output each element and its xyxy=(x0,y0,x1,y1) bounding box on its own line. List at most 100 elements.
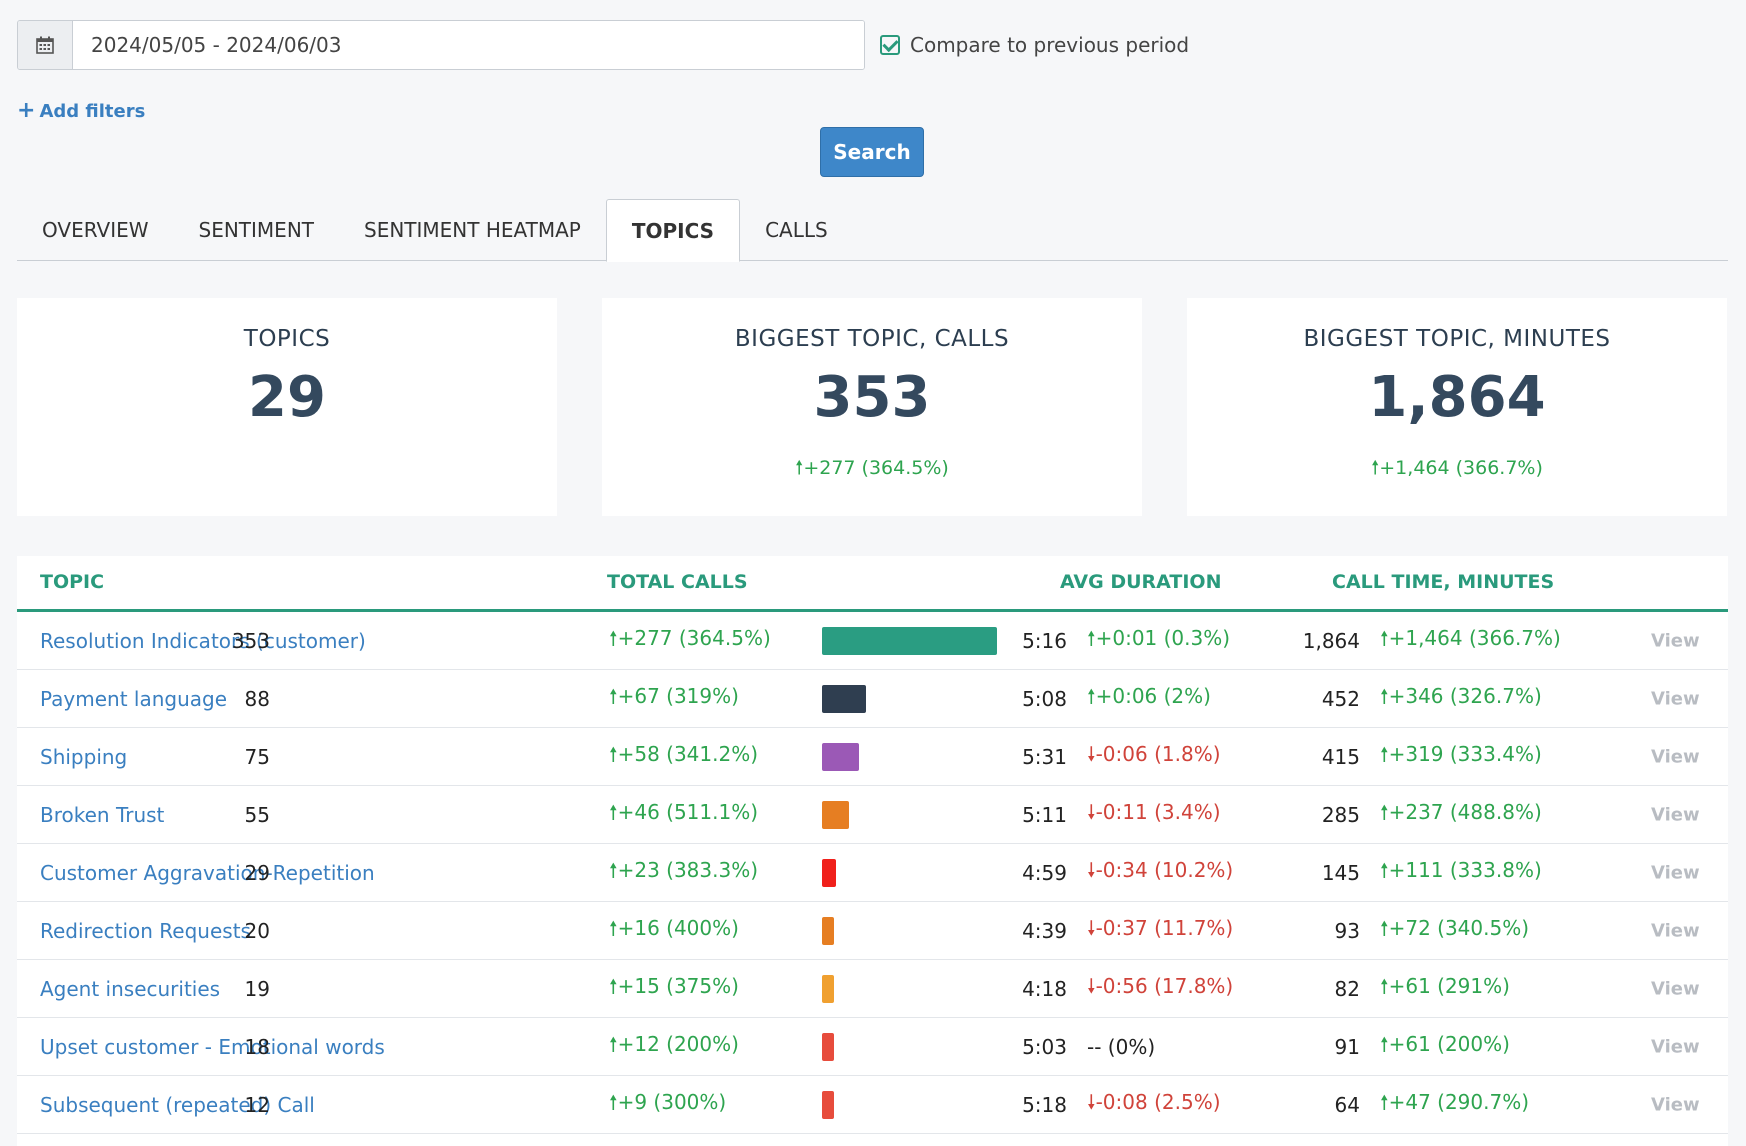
minutes-delta-text: +1,464 (366.7%) xyxy=(1388,625,1561,650)
tab-calls[interactable]: CALLS xyxy=(765,218,828,242)
call-minutes: 415 xyxy=(1321,744,1360,769)
arrow-up-icon: 🠕 xyxy=(609,1089,618,1114)
topic-link[interactable]: Shipping xyxy=(40,744,128,769)
table-row: Customer Aggravation-Repetition 29 🠕+23 (3… xyxy=(17,844,1728,902)
minutes-delta: 🠕+346 (326.7%) xyxy=(1380,682,1542,716)
arrow-up-icon: 🠕 xyxy=(609,625,618,650)
arrow-up-icon: 🠕 xyxy=(1380,799,1389,824)
topic-link[interactable]: Redirection Requests xyxy=(40,918,251,943)
add-filters-link[interactable]: + Add filters xyxy=(17,100,145,122)
duration-delta: 🠗-0:11 (3.4%) xyxy=(1087,798,1221,832)
call-minutes: 452 xyxy=(1321,686,1360,711)
filter-bar: Compare to previous period xyxy=(17,20,1189,70)
topic-link[interactable]: Resolution Indicators (customer) xyxy=(40,628,366,653)
plus-icon: + xyxy=(17,98,36,123)
topics-card: TOPICS 29 xyxy=(17,298,557,516)
header-call-time[interactable]: CALL TIME, MINUTES xyxy=(1332,571,1555,593)
arrow-up-icon: 🠕 xyxy=(609,857,618,882)
total-calls: 12 xyxy=(244,1092,270,1117)
duration-delta: 🠕+0:06 (2%) xyxy=(1087,682,1211,716)
calls-bar xyxy=(822,742,859,771)
avg-duration: 5:08 xyxy=(1022,686,1067,711)
biggest-topic-minutes-card: BIGGEST TOPIC, MINUTES 1,864 🠕+1,464 (36… xyxy=(1187,298,1727,516)
tab-topics[interactable]: TOPICS xyxy=(605,199,741,262)
view-link[interactable]: View xyxy=(1651,1036,1700,1057)
arrow-down-icon: 🠗 xyxy=(1087,799,1096,824)
minutes-delta-text: +237 (488.8%) xyxy=(1388,799,1542,824)
avg-duration: 5:18 xyxy=(1022,1092,1067,1117)
minutes-delta-text: +61 (200%) xyxy=(1388,1031,1510,1056)
header-topic[interactable]: TOPIC xyxy=(40,571,105,593)
calls-delta: 🠕+46 (511.1%) xyxy=(609,798,758,832)
header-avg-duration[interactable]: AVG DURATION xyxy=(1060,571,1222,593)
topic-link[interactable]: Agent insecurities xyxy=(40,976,221,1001)
view-link[interactable]: View xyxy=(1651,1094,1700,1115)
date-range-input[interactable] xyxy=(73,21,864,69)
total-calls: 88 xyxy=(244,686,270,711)
card-delta: 🠕+1,464 (366.7%) xyxy=(1187,454,1727,486)
arrow-up-icon: 🠕 xyxy=(609,683,618,708)
calendar-button[interactable] xyxy=(18,21,73,69)
duration-delta: 🠗-0:08 (2.5%) xyxy=(1087,1088,1221,1122)
minutes-delta-text: +61 (291%) xyxy=(1388,973,1510,998)
duration-delta: 🠗-0:56 (17.8%) xyxy=(1087,972,1233,1006)
topic-link[interactable]: Customer Aggravation-Repetition xyxy=(40,860,375,885)
topic-link[interactable]: Payment language xyxy=(40,686,228,711)
header-total-calls[interactable]: TOTAL CALLS xyxy=(607,571,748,593)
view-link[interactable]: View xyxy=(1651,862,1700,883)
calls-bar xyxy=(822,974,834,1003)
total-calls: 75 xyxy=(244,744,270,769)
duration-delta-text: -0:34 (10.2%) xyxy=(1095,857,1234,882)
summary-cards: TOPICS 29 BIGGEST TOPIC, CALLS 353 🠕+277… xyxy=(17,298,1727,516)
minutes-delta-text: +346 (326.7%) xyxy=(1388,683,1542,708)
arrow-up-icon: 🠕 xyxy=(1087,625,1096,650)
arrow-down-icon: 🠗 xyxy=(1087,741,1096,766)
arrow-up-icon: 🠕 xyxy=(609,915,618,940)
arrow-up-icon: 🠕 xyxy=(1380,915,1389,940)
date-range-group xyxy=(17,20,865,70)
table-row: Redirection Requests 20 🠕+16 (400%) 4:39 🠗-0… xyxy=(17,902,1728,960)
arrow-down-icon: 🠗 xyxy=(1087,915,1096,940)
card-delta: 🠕+277 (364.5%) xyxy=(602,454,1142,486)
topic-link[interactable]: Subsequent (repeated) Call xyxy=(40,1092,315,1117)
view-link[interactable]: View xyxy=(1651,688,1700,709)
topic-link[interactable]: Broken Trust xyxy=(40,802,165,827)
compare-label: Compare to previous period xyxy=(910,33,1190,57)
avg-duration: 4:18 xyxy=(1022,976,1067,1001)
duration-delta: 🠕+0:01 (0.3%) xyxy=(1087,624,1230,658)
calls-bar xyxy=(822,684,866,713)
tab-sentiment[interactable]: SENTIMENT xyxy=(198,218,314,242)
topic-link[interactable]: Upset customer - Emotional words xyxy=(40,1034,385,1059)
view-link[interactable]: View xyxy=(1651,804,1700,825)
calls-bar xyxy=(822,626,997,655)
calls-delta-text: +15 (375%) xyxy=(617,973,739,998)
minutes-delta: 🠕+61 (291%) xyxy=(1380,972,1510,1006)
call-minutes: 82 xyxy=(1334,976,1360,1001)
view-link[interactable]: View xyxy=(1651,978,1700,999)
call-minutes: 145 xyxy=(1321,860,1360,885)
tab-sentiment-heatmap[interactable]: SENTIMENT HEATMAP xyxy=(364,218,581,242)
search-button[interactable]: Search xyxy=(820,127,924,177)
calls-bar xyxy=(822,800,849,829)
view-link[interactable]: View xyxy=(1651,746,1700,767)
card-delta-text: +1,464 (366.7%) xyxy=(1379,457,1543,479)
biggest-topic-calls-card: BIGGEST TOPIC, CALLS 353 🠕+277 (364.5%) xyxy=(602,298,1142,516)
calendar-icon xyxy=(36,36,54,54)
duration-delta: 🠗-0:06 (1.8%) xyxy=(1087,740,1221,774)
calls-bar xyxy=(822,916,834,945)
avg-duration: 5:03 xyxy=(1022,1034,1067,1059)
arrow-up-icon: 🠕 xyxy=(1380,857,1389,882)
calls-delta: 🠕+67 (319%) xyxy=(609,682,739,716)
tab-overview[interactable]: OVERVIEW xyxy=(42,218,149,242)
view-link[interactable]: View xyxy=(1651,920,1700,941)
table-row: Resolution Indicators (customer) 353 🠕+277… xyxy=(17,612,1728,670)
compare-toggle[interactable]: Compare to previous period xyxy=(880,33,1189,57)
duration-delta-text: -0:06 (1.8%) xyxy=(1095,741,1221,766)
table-row: Subsequent (repeated) Call 12 🠕+9 (300%) 5:… xyxy=(17,1076,1728,1134)
calls-delta: 🠕+9 (300%) xyxy=(609,1088,726,1122)
arrow-up-icon: 🠕 xyxy=(1380,683,1389,708)
arrow-up-icon: 🠕 xyxy=(1380,973,1389,998)
compare-checkbox[interactable] xyxy=(880,35,900,55)
view-link[interactable]: View xyxy=(1651,630,1700,651)
card-label: BIGGEST TOPIC, CALLS xyxy=(734,326,1010,352)
